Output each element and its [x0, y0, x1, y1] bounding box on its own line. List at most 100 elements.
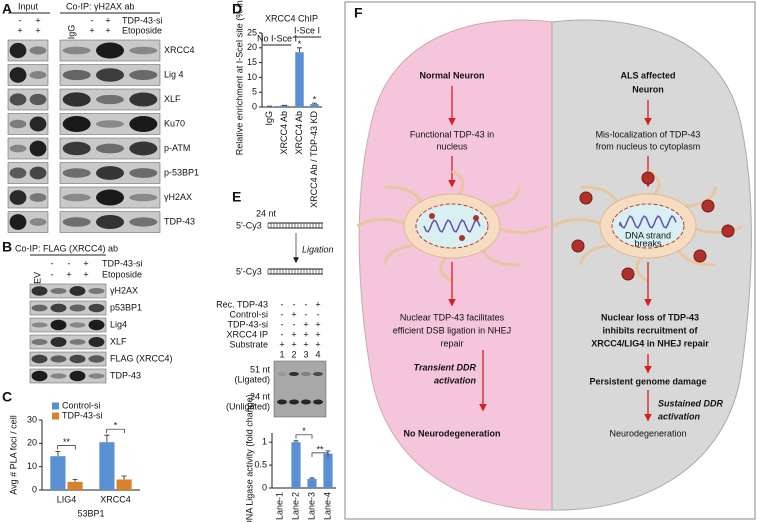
- lane-number: 4: [315, 349, 320, 359]
- sign: +: [66, 269, 71, 279]
- blot-band: [29, 218, 47, 226]
- sign: -: [293, 319, 296, 329]
- row-label: Substrate: [229, 339, 268, 349]
- blot-band: [69, 304, 86, 312]
- sign: -: [305, 299, 308, 309]
- sign: +: [105, 15, 110, 25]
- y-axis-label: DNA Ligase activity (fold change): [244, 394, 254, 522]
- blot-band: [9, 93, 27, 106]
- tdp43: [459, 235, 465, 241]
- error-bar: [55, 451, 61, 457]
- blot-band: [129, 46, 158, 55]
- sign: +: [17, 25, 22, 35]
- repair-text: efficient DSB ligation in NHEJ: [393, 325, 511, 335]
- blot-band: [9, 167, 27, 179]
- gel-marker: (Ligated): [234, 374, 270, 384]
- x-tick-label: IgG: [264, 111, 274, 126]
- sign: +: [315, 339, 320, 349]
- blot-band: [29, 46, 47, 55]
- sign: -: [281, 319, 284, 329]
- sign: +: [89, 25, 94, 35]
- significance: *: [298, 39, 302, 49]
- sig-bracket: [295, 434, 313, 439]
- band-label: XLF: [110, 336, 127, 346]
- blot-band: [62, 69, 91, 81]
- breaks-text: DNA strand: [625, 230, 671, 240]
- sign: +: [303, 339, 308, 349]
- sig-bracket: [57, 445, 76, 450]
- bar: [307, 478, 317, 488]
- breaks-text: breaks: [634, 238, 662, 248]
- ligation-label: Ligation: [302, 244, 334, 254]
- gel-band: [301, 399, 311, 405]
- gel-marker: (Unligated): [226, 401, 270, 411]
- bar: [67, 481, 83, 490]
- ddr-text: activation: [658, 411, 701, 421]
- blot-band: [129, 193, 158, 202]
- sign: -: [91, 15, 94, 25]
- blot-band: [96, 42, 124, 59]
- row-label: TDP-43-si: [227, 319, 268, 329]
- significance: *: [302, 426, 306, 436]
- blot-band: [129, 217, 158, 227]
- band-label: FLAG (XRCC4): [110, 353, 173, 363]
- significance: *: [313, 95, 317, 105]
- sign: -: [281, 329, 284, 339]
- sign: +: [303, 329, 308, 339]
- damage-text: Persistent genome damage: [589, 376, 706, 386]
- y-tick-label: 10: [27, 461, 37, 471]
- blot-header: Co-IP: γH2AX ab: [66, 1, 135, 11]
- lane-number: 1: [279, 349, 284, 359]
- blot-band: [69, 370, 86, 382]
- blot-band: [9, 42, 27, 59]
- blot-band: [9, 67, 27, 83]
- aggregate: [693, 249, 707, 263]
- sign: -: [51, 258, 54, 268]
- sign: +: [315, 329, 320, 339]
- y-tick-label: 0: [262, 482, 267, 492]
- blot-band: [9, 190, 27, 205]
- bar: [50, 456, 66, 490]
- outcome: No Neurodegeneration: [403, 428, 500, 438]
- blot-band: [69, 322, 86, 328]
- blot-band: [50, 319, 67, 331]
- blot-band: [29, 193, 47, 202]
- blot-band: [69, 354, 86, 364]
- blot-band: [129, 70, 158, 80]
- lane-label: IgG: [66, 25, 76, 40]
- brain-left: [358, 19, 553, 511]
- aggregate: [579, 191, 593, 205]
- blot-band: [31, 286, 48, 296]
- blot-band: [50, 355, 67, 363]
- blot-band: [96, 120, 124, 128]
- y-tick-label: 20: [247, 42, 257, 52]
- condition-label: TDP-43-si: [122, 15, 163, 25]
- bar: [323, 453, 333, 488]
- dna-helix: [423, 219, 481, 233]
- error-bar: [293, 440, 299, 443]
- y-axis-label: Relative enrichment at I-SceI site (% in…: [234, 0, 244, 155]
- nucleus: [611, 203, 685, 249]
- repair-text: Nuclear loss of TDP-43: [601, 312, 699, 322]
- lane-number: 2: [291, 349, 296, 359]
- sign: +: [83, 269, 88, 279]
- blot-band: [69, 286, 86, 296]
- band-label: TDP-43: [164, 216, 195, 226]
- ddr-text: activation: [434, 375, 477, 385]
- blot-band: [31, 339, 48, 345]
- group-label: I-Sce I: [294, 25, 320, 35]
- band-label: p53BP1: [110, 302, 142, 312]
- bar: [99, 442, 115, 490]
- blot-band: [31, 322, 48, 328]
- state-text: Mis-localization of TDP-43: [596, 129, 701, 139]
- panel-letter: D: [232, 1, 242, 17]
- x-tick-label: Lane-3: [306, 492, 316, 520]
- blot-band: [9, 119, 27, 129]
- group-label: No I-Sce I: [257, 33, 297, 43]
- band-label: p-ATM: [164, 143, 190, 153]
- cy3-label: 5′-Cy3: [236, 266, 262, 276]
- blot-band: [96, 214, 124, 230]
- dna-helix: [619, 215, 677, 229]
- blot-band: [50, 287, 67, 295]
- bar: [295, 52, 304, 107]
